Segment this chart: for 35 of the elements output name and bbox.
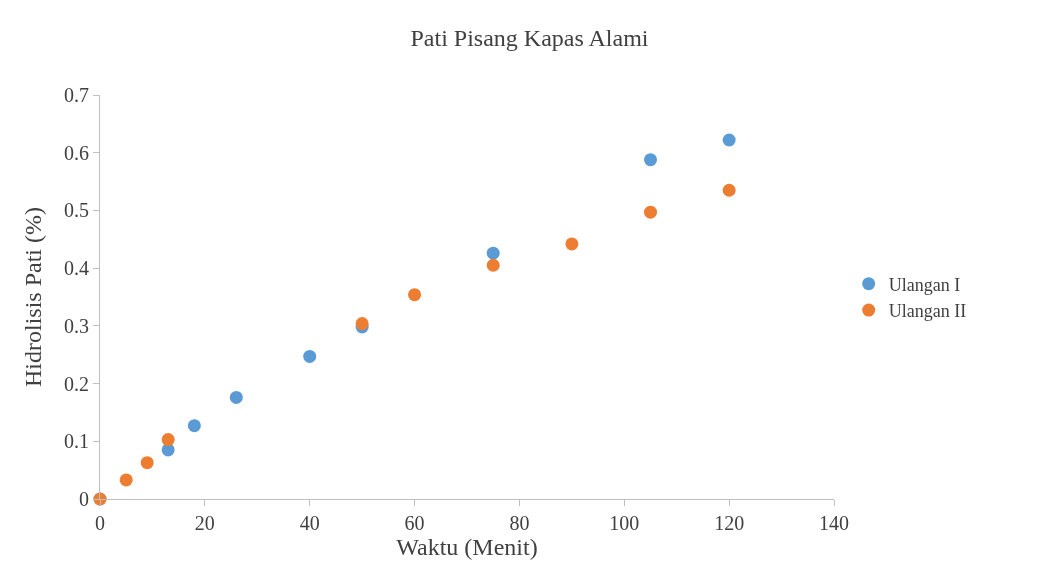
point [161,433,175,447]
legend-label: Ulangan II [888,301,967,322]
x-tick-label: 100 [609,512,640,534]
y-tick-label: 0 [79,488,89,510]
point [565,237,579,251]
x-tick-label: 140 [819,512,849,534]
y-tick-label: 0.4 [64,257,89,280]
legend-label: Ulangan I [888,274,961,295]
point [140,456,154,470]
x-axis-title: Waktu (Menit) [396,534,538,561]
x-tick-label: 120 [714,512,745,534]
x-tick-label: 60 [404,512,425,534]
point [303,349,317,363]
y-tick-label: 0.2 [64,372,89,395]
point [408,288,422,302]
x-tick-label: 20 [194,512,215,534]
y-tick-label: 0.3 [64,314,89,337]
y-tick-label: 0.5 [64,199,89,222]
point [722,183,736,197]
point [722,133,736,147]
x-tick-label: 80 [509,512,530,534]
point [486,246,500,260]
x-tick-label: 0 [95,512,105,534]
point [119,473,133,487]
point [644,205,657,219]
y-axis-title: Hidrolisis Pati (%) [20,207,47,387]
point [644,153,657,167]
chart-title: Pati Pisang Kapas Alami [410,24,649,51]
x-tick-label: 40 [299,512,320,534]
y-tick-label: 0.1 [64,430,89,453]
y-tick-label: 0.6 [64,141,89,164]
point [187,419,201,433]
point [486,258,500,272]
point [229,390,243,404]
y-tick-label: 0.7 [64,84,89,106]
